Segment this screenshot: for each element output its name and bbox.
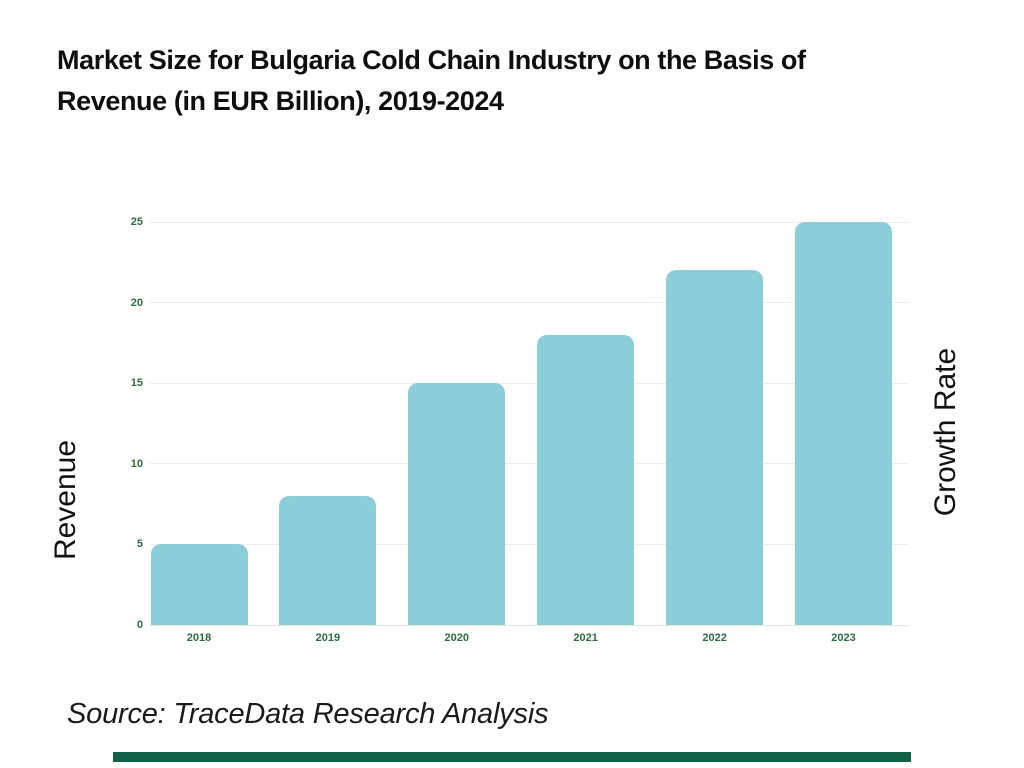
x-axis-label-2019: 2019 (315, 632, 341, 644)
y-axis-tick-label-20: 20 (130, 296, 143, 309)
x-axis-label-2022: 2022 (702, 632, 727, 644)
x-axis-label-2023: 2023 (831, 632, 856, 644)
x-axis-label-2018: 2018 (186, 632, 212, 644)
gridline-5 (150, 543, 908, 545)
chart-title-line-1: Market Size for Bulgaria Cold Chain Indu… (57, 45, 806, 75)
y-axis-tick-label-15: 15 (130, 377, 143, 390)
y-axis-tick-label-10: 10 (130, 457, 143, 470)
y-axis-tick-label-25: 25 (130, 216, 143, 228)
y-axis-tick-label-0: 0 (136, 619, 143, 631)
right-axis-title: Growth Rate (929, 347, 962, 517)
bar-2020 (408, 383, 506, 625)
bar-2021 (537, 334, 635, 625)
x-axis-label-2021: 2021 (573, 632, 598, 644)
bar-2023 (795, 222, 892, 625)
x-axis-label-2020: 2020 (444, 632, 470, 644)
plot-area (150, 221, 908, 626)
gridline-15 (150, 382, 908, 384)
footer-accent-bar (113, 752, 911, 762)
bar-2019 (279, 496, 377, 625)
gridline-20 (150, 302, 908, 304)
bar-2022 (666, 270, 764, 625)
gridline-10 (150, 463, 908, 465)
gridline-0 (150, 624, 908, 626)
chart-title-line-2: Revenue (in EUR Billion), 2019-2024 (57, 86, 504, 116)
gridline-25 (150, 221, 908, 223)
bar-2018 (150, 544, 248, 625)
chart-title: Market Size for Bulgaria Cold Chain Indu… (57, 40, 957, 122)
left-axis-title: Revenue (49, 439, 82, 561)
source-note: Source: TraceData Research Analysis (67, 698, 549, 730)
y-axis-tick-label-5: 5 (136, 538, 143, 551)
